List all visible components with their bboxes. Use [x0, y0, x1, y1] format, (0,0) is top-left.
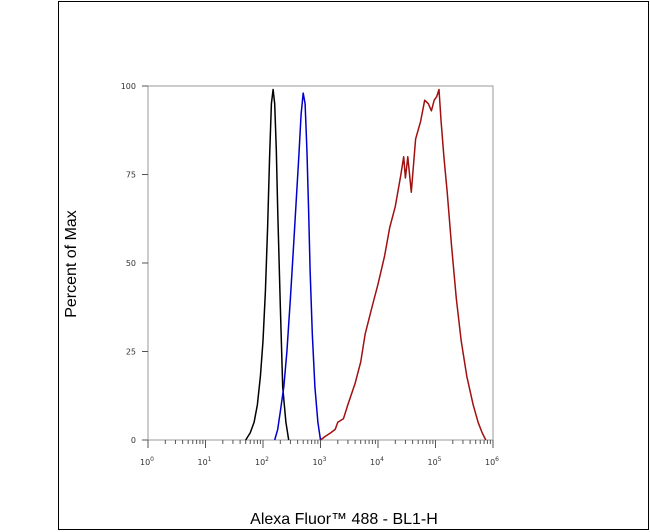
x-tick-label: 103: [312, 456, 326, 467]
x-tick-label: 105: [427, 456, 441, 467]
plot-area: [147, 85, 494, 441]
series-line-3: [320, 88, 487, 441]
y-axis: 0 25 50 75 100: [121, 82, 148, 445]
series-line-1: [245, 88, 290, 441]
y-tick-label: 75: [126, 171, 136, 180]
x-axis-title: Alexa Fluor™ 488 - BL1-H: [250, 511, 438, 528]
y-tick-label: 100: [121, 82, 136, 91]
x-tick-label: 104: [370, 456, 384, 467]
series-layer: [245, 88, 487, 441]
y-tick-label: 25: [126, 348, 136, 357]
x-tick-label: 100: [140, 456, 154, 467]
y-tick-label: 0: [131, 436, 136, 445]
chart-frame: [58, 1, 649, 530]
y-tick-label: 50: [126, 259, 136, 268]
x-axis: 100 101 102 103 104 105 106: [140, 440, 499, 467]
x-tick-label: 102: [255, 456, 269, 467]
plot-border: [147, 85, 494, 441]
series-line-2: [273, 92, 322, 441]
x-tick-label: 106: [485, 456, 499, 467]
x-tick-label: 101: [197, 456, 211, 467]
y-axis-title: Percent of Max: [63, 210, 80, 318]
